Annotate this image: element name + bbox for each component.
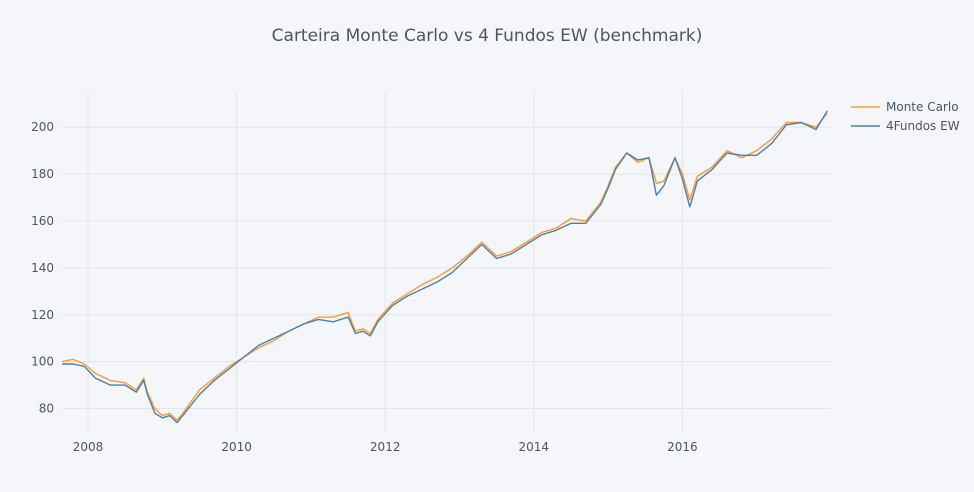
x-tick-label: 2012 [370, 440, 401, 454]
y-tick-label: 100 [31, 355, 54, 369]
y-tick-label: 180 [31, 167, 54, 181]
x-tick-label: 2016 [667, 440, 698, 454]
legend-label: Monte Carlo [886, 100, 959, 114]
chart-title: Carteira Monte Carlo vs 4 Fundos EW (ben… [271, 26, 703, 46]
x-tick-label: 2008 [73, 440, 104, 454]
y-tick-label: 120 [31, 308, 54, 322]
y-tick-label: 160 [31, 214, 54, 228]
series-line-monte-carlo [61, 112, 828, 421]
y-tick-label: 140 [31, 261, 54, 275]
y-tick-label: 200 [31, 120, 54, 134]
legend-label: 4Fundos EW [886, 119, 960, 133]
x-tick-label: 2014 [519, 440, 550, 454]
x-tick-label: 2010 [221, 440, 252, 454]
y-tick-label: 80 [39, 402, 54, 416]
series-line-4fundos-ew [62, 110, 828, 424]
